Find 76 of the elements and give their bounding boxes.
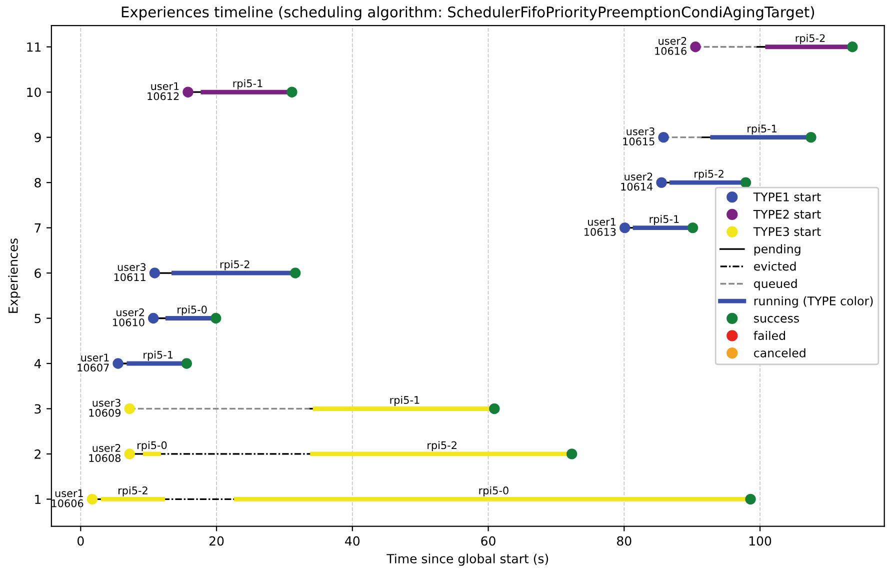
point [656, 177, 667, 188]
x-tick-label: 20 [209, 536, 224, 546]
legend-label: TYPE3 start [753, 227, 821, 236]
point [740, 177, 752, 188]
annotation: rpi5-2 [220, 260, 250, 270]
point [619, 222, 630, 234]
point [745, 494, 756, 505]
point [566, 448, 578, 460]
annotation: rpi5-0 [479, 486, 508, 496]
legend-label: failed [754, 330, 786, 340]
y-tick-label: 9 [34, 132, 41, 142]
y-tick-label: 10 [27, 88, 41, 98]
y-tick-label: 6 [34, 268, 41, 278]
point [690, 42, 701, 52]
annotation: user1 10607 [78, 354, 109, 372]
legend-label: queued [754, 278, 797, 290]
annotation: user2 10614 [621, 172, 653, 191]
y-tick-label: 11 [27, 42, 41, 52]
x-tick-label: 60 [481, 536, 496, 546]
annotation: rpi5-2 [118, 486, 148, 496]
point [286, 86, 298, 98]
annotation: user3 10611 [114, 263, 146, 282]
annotation: rpi5-0 [138, 441, 167, 452]
annotation: rpi5-1 [650, 214, 679, 226]
legend-label: TYPE1 start [753, 192, 821, 202]
annotation: rpi5-2 [796, 34, 825, 44]
point [124, 403, 135, 414]
x-tick-label: 0 [78, 536, 84, 546]
y-tick-label: 4 [34, 359, 42, 368]
point [290, 268, 301, 278]
y-axis-title: Experiences [8, 238, 20, 313]
annotation: user1 10612 [148, 82, 179, 100]
annotation: rpi5-1 [748, 124, 776, 135]
x-tick-label: 40 [345, 536, 360, 546]
point [658, 132, 669, 143]
point [86, 494, 98, 505]
annotation: user2 10616 [655, 36, 686, 55]
point [112, 358, 124, 369]
point [847, 42, 858, 52]
legend-label: pending [754, 244, 800, 256]
point [210, 312, 222, 324]
y-tick-label: 7 [34, 223, 41, 233]
annotation: rpi5-2 [694, 170, 724, 180]
annotation: rpi5-1 [390, 396, 420, 406]
annotation: rpi5-1 [233, 79, 262, 90]
point [489, 403, 500, 414]
legend-label: running (TYPE color) [754, 296, 873, 308]
legend-label: TYPE2 start [753, 210, 821, 219]
annotation: user2 10610 [113, 308, 144, 326]
legend-label: canceled [754, 348, 806, 358]
annotation: user3 10615 [623, 127, 654, 146]
x-axis-title: Time since global start (s) [386, 554, 548, 566]
y-tick-label: 1 [35, 494, 41, 504]
y-tick-label: 8 [34, 178, 41, 188]
annotation: user3 10609 [89, 398, 121, 417]
x-tick-label: 80 [617, 536, 632, 546]
y-tick-label: 2 [34, 449, 40, 459]
x-tick-label: 100 [749, 536, 772, 546]
point [182, 86, 194, 98]
y-tick-label: 5 [34, 314, 41, 324]
point [687, 222, 698, 234]
annotation: user1 10613 [584, 218, 616, 236]
annotation: rpi5-0 [178, 305, 207, 316]
point [181, 358, 192, 369]
legend-label: evicted [754, 262, 796, 271]
y-tick-label: 3 [34, 404, 41, 414]
annotation: rpi5-1 [144, 350, 173, 361]
point [148, 312, 159, 324]
annotation: user2 10608 [89, 444, 121, 462]
annotation: user1 10606 [52, 489, 84, 508]
point [806, 132, 816, 143]
point [149, 268, 160, 278]
legend-label: success [754, 316, 799, 323]
chart-title: Experiences timeline (scheduling algorithm: SchedulerFifoPriorityPreemptionCondiAgingTarget) [122, 6, 814, 20]
annotation: rpi5-2 [428, 441, 456, 452]
point [124, 448, 135, 460]
